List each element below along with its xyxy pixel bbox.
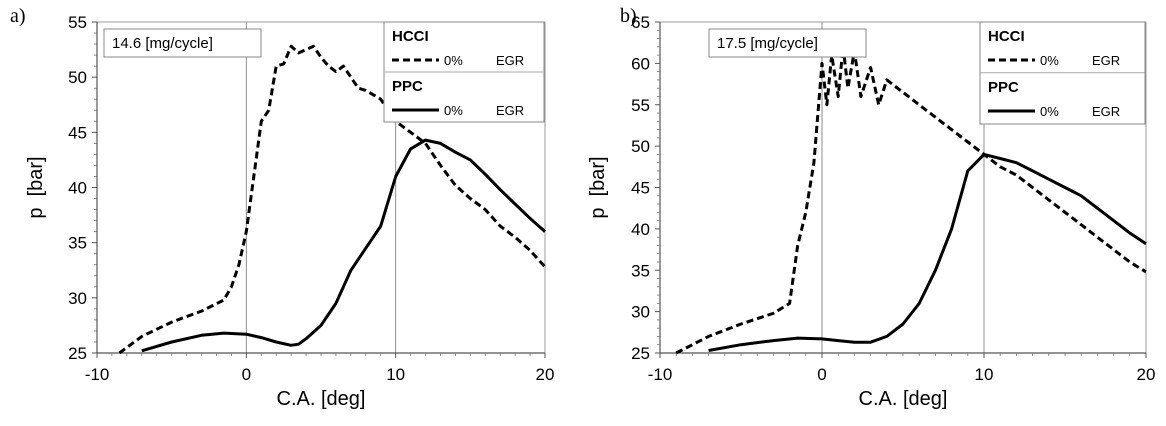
- y-tick-label: 50: [68, 68, 87, 87]
- y-tick-label: 45: [68, 123, 87, 142]
- x-axis-title: C.A. [deg]: [277, 388, 366, 410]
- x-tick-label: 0: [242, 365, 251, 384]
- y-tick-label: 40: [631, 220, 650, 239]
- series-line-ppc: [708, 152, 1147, 352]
- y-axis-title: p [bar]: [25, 156, 47, 218]
- panel-label: b): [620, 5, 637, 27]
- x-axis-title: C.A. [deg]: [859, 388, 948, 410]
- y-tick-label: 55: [631, 96, 650, 115]
- panel-label: a): [10, 5, 26, 27]
- y-tick-label: 35: [631, 261, 650, 280]
- legend-egr: EGR: [496, 53, 524, 68]
- x-tick-label: 10: [975, 365, 994, 384]
- x-tick-label: 10: [386, 365, 405, 384]
- y-tick-label: 60: [631, 54, 650, 73]
- legend-title-ppc: PPC: [988, 79, 1019, 96]
- x-tick-label: 0: [817, 365, 826, 384]
- y-tick-label: 25: [631, 344, 650, 363]
- x-tick-label: -10: [648, 365, 673, 384]
- legend-pct: 0%: [444, 103, 463, 118]
- annotation-box: [708, 28, 867, 58]
- legend-pct: 0%: [1040, 104, 1059, 119]
- annotation-text: 17.5 [mg/cycle]: [717, 35, 818, 52]
- series-line-hcci: [675, 45, 1147, 355]
- y-tick-label: 50: [631, 137, 650, 156]
- legend-title-hcci: HCCI: [392, 28, 429, 45]
- legend-title-ppc: PPC: [392, 78, 423, 95]
- legend-egr: EGR: [1092, 104, 1120, 119]
- x-tick-label: -10: [85, 365, 110, 384]
- legend-title-hcci: HCCI: [988, 28, 1025, 45]
- legend-egr: EGR: [1092, 53, 1120, 68]
- series-line-hcci: [118, 44, 547, 355]
- y-tick-label: 35: [68, 234, 87, 253]
- y-tick-label: 55: [68, 13, 87, 32]
- chart-panel-1: 25 30 35 40 45 50 55 -10 0 10 20 C.A. [deg] p [bar] a…: [10, 5, 554, 410]
- series-line-ppc: [141, 138, 546, 353]
- y-tick-label: 40: [68, 179, 87, 198]
- x-tick-label: 20: [1137, 365, 1156, 384]
- y-tick-label: 30: [631, 303, 650, 322]
- legend-pct: 0%: [444, 53, 463, 68]
- legend-pct: 0%: [1040, 53, 1059, 68]
- y-tick-label: 65: [631, 13, 650, 32]
- x-tick-label: 20: [536, 365, 555, 384]
- y-tick-label: 45: [631, 179, 650, 198]
- annotation-box: [103, 28, 262, 58]
- chart-panel-2: 25 30 35 40 45 50 55 60 65 -10 0 10 20 C.A. [deg] p [b…: [587, 5, 1155, 410]
- annotation-text: 14.6 [mg/cycle]: [112, 35, 213, 52]
- y-tick-label: 30: [68, 289, 87, 308]
- legend-egr: EGR: [496, 103, 524, 118]
- y-axis-title: p [bar]: [587, 156, 609, 218]
- y-tick-label: 25: [68, 344, 87, 363]
